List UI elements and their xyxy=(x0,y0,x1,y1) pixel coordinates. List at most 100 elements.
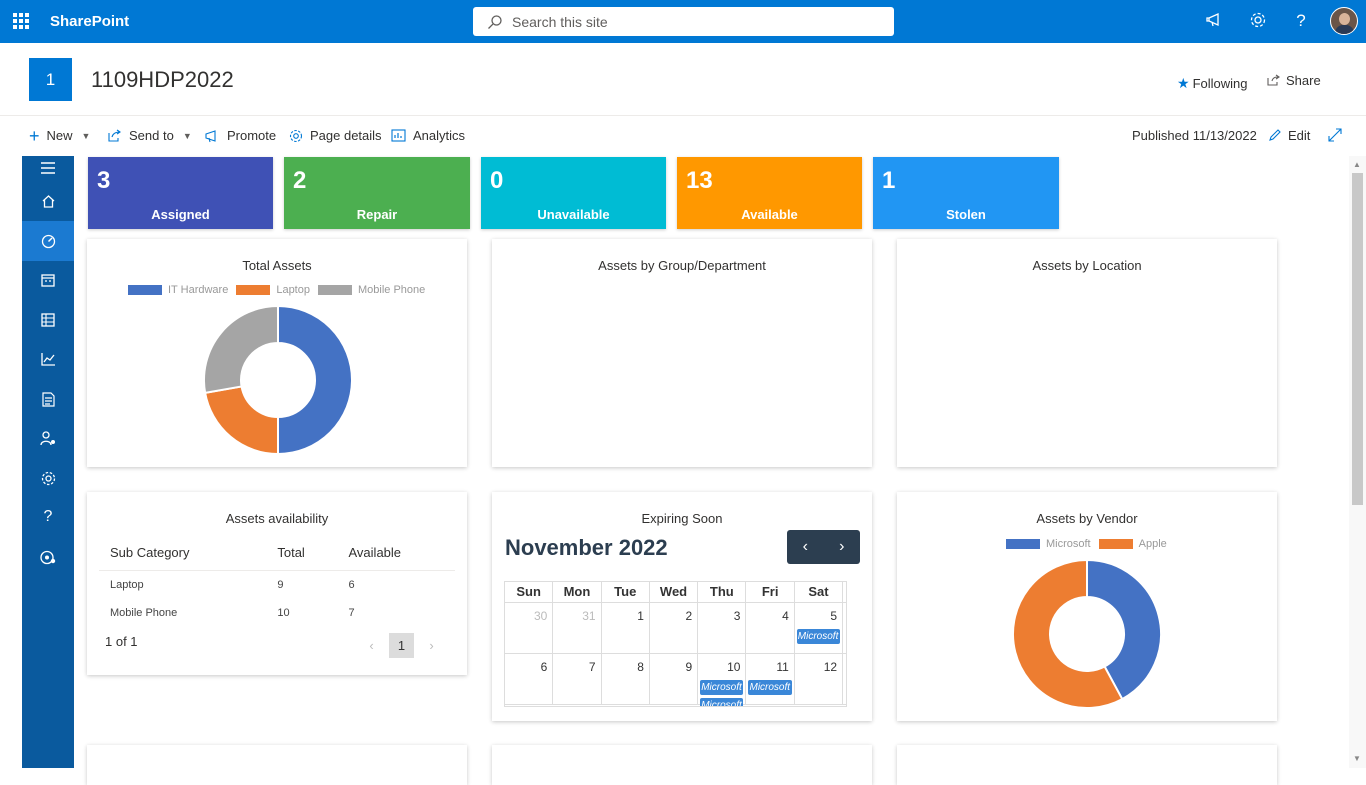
scrollbar-thumb[interactable] xyxy=(1352,173,1363,505)
stat-tile-repair[interactable]: 2 Repair xyxy=(284,157,470,229)
stat-tile-assigned[interactable]: 3 Assigned xyxy=(88,157,273,229)
send-to-label: Send to xyxy=(129,128,174,143)
user-settings-icon[interactable] xyxy=(22,418,74,458)
expand-icon xyxy=(1328,128,1342,142)
legend-label[interactable]: IT Hardware xyxy=(168,284,229,296)
table-cell: 7 xyxy=(348,607,355,619)
settings-icon[interactable] xyxy=(22,458,74,498)
search-placeholder: Search this site xyxy=(512,14,608,30)
day-cell[interactable]: 6 xyxy=(505,654,554,704)
menu-icon[interactable] xyxy=(22,148,74,188)
promote-label: Promote xyxy=(227,128,277,143)
stat-tile-unavailable[interactable]: 0 Unavailable xyxy=(481,157,666,229)
next-page-icon[interactable]: › xyxy=(429,638,434,653)
day-cell[interactable]: 10 Microsoft Microsoft xyxy=(698,654,747,706)
search-box[interactable]: Search this site xyxy=(473,7,894,36)
day-cell[interactable]: 3 xyxy=(698,603,747,653)
calendar-month-title: November 2022 xyxy=(505,535,668,560)
chevron-left-icon[interactable]: ‹ xyxy=(802,538,808,555)
analytics-button[interactable]: Analytics xyxy=(391,128,465,143)
day-header: Mon xyxy=(553,582,602,602)
home-icon[interactable] xyxy=(22,181,74,221)
settings-icon[interactable] xyxy=(1248,11,1268,31)
day-cell[interactable]: 9 xyxy=(650,654,699,704)
table-row[interactable]: Laptop 9 6 xyxy=(99,571,455,600)
day-cell[interactable]: 31 xyxy=(553,603,602,653)
stat-tile-stolen[interactable]: 1 Stolen xyxy=(873,157,1059,229)
calendar-event[interactable]: Microsoft xyxy=(748,680,792,695)
pager-info: 1 of 1 xyxy=(105,634,138,649)
day-header: Wed xyxy=(650,582,699,602)
share-icon xyxy=(1267,74,1280,86)
day-header: Tue xyxy=(602,582,650,602)
calendar-nav: ‹ › xyxy=(787,530,860,564)
scroll-down-icon[interactable]: ▼ xyxy=(1353,754,1361,763)
new-button[interactable]: + New ▼ xyxy=(29,127,90,145)
day-cell[interactable]: 5 Microsoft xyxy=(795,603,844,653)
expand-button[interactable] xyxy=(1328,128,1342,142)
pie-slice-it-hardware[interactable] xyxy=(277,304,353,456)
table-cell: 9 xyxy=(277,579,284,591)
chart-icon[interactable] xyxy=(22,339,74,379)
column-header[interactable]: Available xyxy=(337,542,455,571)
legend-label[interactable]: Apple xyxy=(1138,538,1167,550)
vendor-donut-chart xyxy=(1012,558,1162,709)
stat-value: 2 xyxy=(293,167,307,194)
app-launcher-icon[interactable] xyxy=(13,13,29,29)
promote-button[interactable]: Promote xyxy=(204,128,276,143)
calendar-event[interactable]: Microsoft xyxy=(796,629,841,644)
calendar-event[interactable]: Microsoft xyxy=(700,698,744,706)
legend-label[interactable]: Laptop xyxy=(276,284,310,296)
help-icon[interactable]: ? xyxy=(1296,11,1306,30)
table-icon[interactable] xyxy=(22,300,74,340)
scroll-up-icon[interactable]: ▲ xyxy=(1353,160,1361,169)
pie-slice-microsoft[interactable] xyxy=(1086,558,1162,701)
day-number: 5 xyxy=(830,609,838,623)
site-title[interactable]: 1109HDP2022 xyxy=(91,67,234,92)
dashboard-icon[interactable] xyxy=(22,221,74,261)
day-cell[interactable]: 4 xyxy=(746,603,795,653)
help-icon[interactable]: ? xyxy=(43,508,53,525)
day-cell[interactable]: 12 xyxy=(795,654,844,704)
share-button[interactable]: Share xyxy=(1267,73,1321,88)
day-number: 11 xyxy=(776,660,789,674)
send-to-button[interactable]: Send to ▼ xyxy=(108,128,192,143)
legend-label[interactable]: Mobile Phone xyxy=(357,284,426,296)
legend-swatch xyxy=(1006,539,1040,549)
page-details-button[interactable]: Page details xyxy=(289,128,382,143)
published-label: Published 11/13/2022 xyxy=(1132,128,1257,143)
calendar-icon[interactable] xyxy=(22,260,74,300)
pie-slice-laptop[interactable] xyxy=(203,385,279,456)
page-number-button[interactable]: 1 xyxy=(389,633,414,658)
column-header[interactable]: Sub Category xyxy=(99,542,267,571)
column-header[interactable]: Total xyxy=(266,542,338,571)
site-logo[interactable]: 1 xyxy=(29,58,72,101)
pie-slice-mobile-phone[interactable] xyxy=(203,304,279,395)
analytics-label: Analytics xyxy=(413,128,466,143)
stat-tile-available[interactable]: 13 Available xyxy=(677,157,862,229)
report-icon[interactable] xyxy=(22,379,74,419)
avatar[interactable] xyxy=(1330,7,1358,35)
calendar-scrollbar[interactable] xyxy=(846,604,847,707)
chevron-right-icon[interactable]: › xyxy=(839,538,845,555)
brand-name[interactable]: SharePoint xyxy=(50,13,130,30)
table-row[interactable]: Mobile Phone 10 7 xyxy=(99,599,455,627)
legend-swatch xyxy=(317,285,352,295)
day-cell[interactable]: 11 Microsoft xyxy=(746,654,795,704)
megaphone-icon[interactable] xyxy=(1205,11,1225,31)
prev-page-icon[interactable]: ‹ xyxy=(369,638,374,653)
day-cell[interactable]: 30 xyxy=(505,603,554,653)
day-cell[interactable]: 8 xyxy=(602,654,650,704)
day-cell[interactable]: 7 xyxy=(553,654,602,704)
edit-button[interactable]: Edit xyxy=(1268,128,1310,143)
chart-legend: IT Hardware Laptop Mobile Phone xyxy=(128,284,425,296)
calendar-event[interactable]: Microsoft xyxy=(700,680,744,695)
stat-value: 1 xyxy=(882,167,896,194)
day-cell[interactable]: 1 xyxy=(602,603,650,653)
day-cell[interactable]: 2 xyxy=(650,603,699,653)
pie-slice-apple[interactable] xyxy=(1012,558,1124,709)
page-scrollbar[interactable]: ▲ ▼ xyxy=(1349,156,1366,768)
following-button[interactable]: ★ Following xyxy=(1177,75,1247,92)
legend-label[interactable]: Microsoft xyxy=(1046,538,1091,550)
asset-icon[interactable] xyxy=(22,537,74,577)
